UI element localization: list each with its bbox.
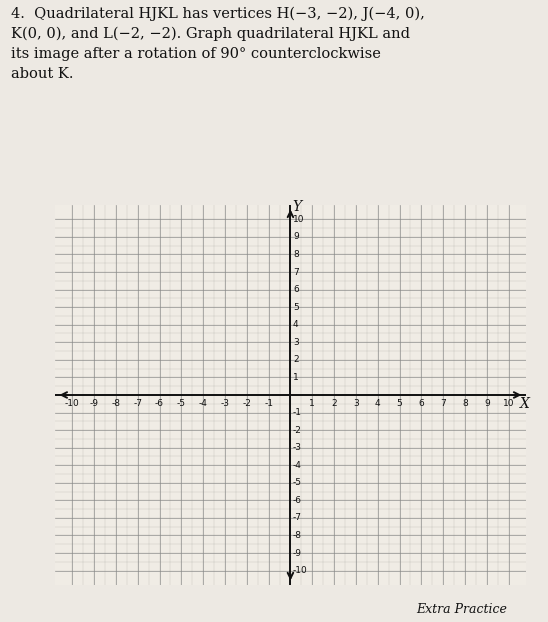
Text: -8: -8 [111,399,121,409]
Text: 4.  Quadrilateral HJKL has vertices H(−3, −2), J(−4, 0),
K(0, 0), and L(−2, −2).: 4. Quadrilateral HJKL has vertices H(−3,… [11,6,425,81]
Text: -10: -10 [65,399,79,409]
Text: 6: 6 [419,399,424,409]
Text: -4: -4 [199,399,208,409]
Text: -3: -3 [220,399,230,409]
Text: -4: -4 [293,461,302,470]
Text: 1: 1 [293,373,299,382]
Text: -3: -3 [293,443,302,452]
Text: 9: 9 [293,233,299,241]
Text: 3: 3 [293,338,299,347]
Text: 1: 1 [310,399,315,409]
Text: -9: -9 [293,549,302,557]
Text: -10: -10 [293,566,308,575]
Text: 6: 6 [293,285,299,294]
Text: -5: -5 [293,478,302,487]
Text: 8: 8 [293,250,299,259]
Text: Extra Practice: Extra Practice [416,603,507,616]
Text: -2: -2 [293,425,302,435]
Text: 5: 5 [397,399,402,409]
Text: 9: 9 [484,399,490,409]
Text: Y: Y [293,200,301,215]
Text: X: X [520,397,530,411]
Text: 2: 2 [293,355,299,364]
Text: -7: -7 [293,513,302,522]
Text: 3: 3 [353,399,359,409]
Text: 5: 5 [293,303,299,312]
Text: -2: -2 [242,399,251,409]
Text: -1: -1 [264,399,273,409]
Text: 2: 2 [331,399,337,409]
Text: 4: 4 [293,320,299,329]
Text: -5: -5 [177,399,186,409]
Text: 7: 7 [440,399,446,409]
Text: -1: -1 [293,408,302,417]
Text: -9: -9 [89,399,99,409]
Text: 8: 8 [462,399,468,409]
Text: 7: 7 [293,267,299,277]
Text: 4: 4 [375,399,380,409]
Text: 10: 10 [293,215,305,224]
Text: -6: -6 [155,399,164,409]
Text: -6: -6 [293,496,302,505]
Text: -8: -8 [293,531,302,540]
Text: -7: -7 [133,399,142,409]
Text: 10: 10 [503,399,515,409]
